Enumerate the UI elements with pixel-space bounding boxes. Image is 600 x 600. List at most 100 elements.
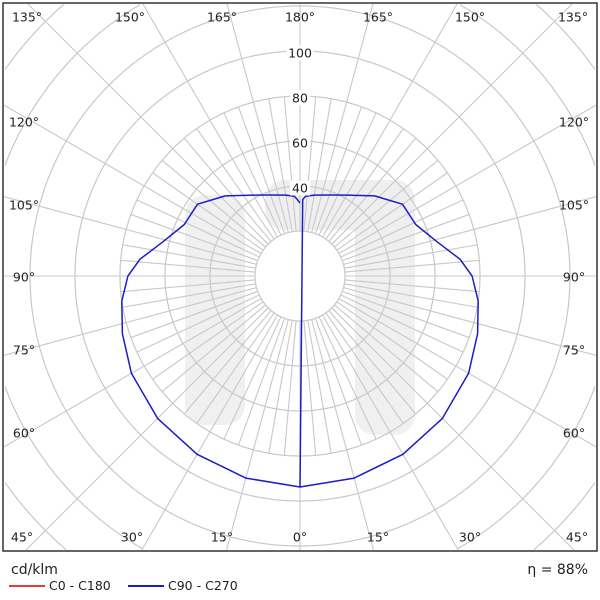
grid-spoke bbox=[25, 307, 269, 551]
grid-spoke bbox=[343, 196, 597, 265]
angle-label: 30° bbox=[120, 529, 144, 545]
grid-spoke bbox=[223, 316, 282, 440]
grid-spoke bbox=[344, 259, 480, 273]
grid-spoke bbox=[141, 314, 278, 551]
grid-spoke bbox=[314, 106, 363, 234]
grid-spoke bbox=[161, 159, 266, 248]
polar-grid bbox=[3, 3, 597, 551]
angle-label: 120° bbox=[558, 114, 590, 130]
grid-spoke bbox=[3, 287, 257, 356]
grid-spoke bbox=[311, 319, 374, 551]
grid-spoke bbox=[344, 283, 478, 308]
grid-spoke bbox=[303, 320, 317, 456]
legend-swatch bbox=[9, 584, 45, 587]
grid-spoke bbox=[122, 244, 256, 269]
grid-spoke bbox=[268, 320, 293, 454]
angle-label: 45° bbox=[565, 529, 589, 545]
grid-spoke bbox=[336, 172, 448, 251]
angle-label: 45° bbox=[10, 529, 34, 545]
angle-label: 135° bbox=[11, 9, 43, 25]
grid-spoke bbox=[325, 312, 404, 424]
grid-spoke bbox=[3, 298, 262, 448]
radial-tick-label: 40 bbox=[290, 180, 310, 196]
grid-spoke bbox=[122, 283, 256, 308]
grid-spoke bbox=[322, 3, 458, 238]
grid-spoke bbox=[334, 304, 439, 393]
angle-label: 135° bbox=[557, 9, 589, 25]
grid-spoke bbox=[318, 112, 377, 236]
grid-spoke bbox=[322, 314, 459, 551]
grid-spoke bbox=[27, 3, 269, 245]
grid-spoke bbox=[342, 290, 470, 339]
grid-spoke bbox=[336, 301, 448, 380]
grid-spoke bbox=[196, 312, 275, 424]
legend-item-c0-c180: C0 - C180 bbox=[9, 578, 111, 593]
angle-label: 150° bbox=[114, 9, 146, 25]
grid-spoke bbox=[223, 112, 282, 236]
grid-spoke bbox=[334, 159, 439, 248]
grid-spoke bbox=[183, 310, 272, 415]
angle-label: 165° bbox=[206, 9, 238, 25]
grid-spoke bbox=[268, 98, 293, 232]
grid-spoke bbox=[136, 294, 260, 353]
grid-spoke bbox=[303, 96, 317, 232]
grid-spoke bbox=[331, 307, 575, 551]
angle-label: 120° bbox=[8, 114, 40, 130]
angle-label: 90° bbox=[12, 269, 36, 285]
angle-label: 180° bbox=[284, 9, 316, 25]
legend-label: C0 - C180 bbox=[49, 578, 111, 593]
grid-spoke bbox=[130, 213, 258, 262]
grid-spoke bbox=[340, 199, 464, 258]
series-curve-c90-c270 bbox=[121, 194, 479, 488]
grid-spoke bbox=[325, 128, 404, 240]
grid-spoke bbox=[183, 137, 272, 242]
grid-spoke bbox=[237, 318, 286, 446]
grid-spoke bbox=[328, 310, 417, 415]
grid-spoke bbox=[338, 298, 597, 448]
radial-tick-label: 100 bbox=[286, 45, 314, 61]
grid-spoke bbox=[120, 259, 256, 273]
grid-spoke bbox=[237, 106, 286, 234]
grid-spoke bbox=[344, 279, 480, 293]
grid-spoke bbox=[283, 320, 297, 456]
grid-spoke bbox=[318, 316, 377, 440]
grid-circle bbox=[4, 3, 596, 551]
grid-spoke bbox=[338, 104, 597, 254]
angle-label: 75° bbox=[562, 342, 586, 358]
grid-spoke bbox=[226, 3, 289, 233]
angle-label: 105° bbox=[8, 197, 40, 213]
legend-item-c90-c270: C90 - C270 bbox=[128, 578, 238, 593]
grid-spoke bbox=[130, 290, 258, 339]
grid-spoke bbox=[120, 279, 256, 293]
legend-swatch bbox=[128, 584, 164, 587]
angle-label: 75° bbox=[12, 342, 36, 358]
angle-label: 30° bbox=[458, 529, 482, 545]
grid-spoke bbox=[142, 3, 278, 238]
legend-label: C90 - C270 bbox=[168, 578, 238, 593]
grid-spoke bbox=[343, 287, 597, 356]
grid-spoke bbox=[307, 98, 332, 232]
radial-tick-label: 80 bbox=[290, 90, 310, 106]
grid-spoke bbox=[342, 213, 470, 262]
efficiency-label: η = 88% bbox=[527, 562, 588, 578]
angle-label: 150° bbox=[454, 9, 486, 25]
angle-label: 0° bbox=[292, 529, 308, 545]
grid-spoke bbox=[283, 96, 297, 232]
grid-spoke bbox=[344, 244, 478, 269]
plot-frame bbox=[2, 2, 598, 552]
grid-spoke bbox=[328, 137, 417, 242]
grid-spoke bbox=[331, 3, 573, 245]
grid-spoke bbox=[340, 294, 464, 353]
grid-spoke bbox=[152, 301, 264, 380]
angle-label: 15° bbox=[366, 529, 390, 545]
angle-label: 60° bbox=[12, 425, 36, 441]
grid-spoke bbox=[314, 318, 363, 446]
grid-spoke bbox=[196, 128, 275, 240]
grid-circle bbox=[254, 230, 346, 322]
unit-label: cd/klm bbox=[11, 562, 58, 578]
angle-label: 105° bbox=[558, 197, 590, 213]
grid-spoke bbox=[307, 320, 332, 454]
radial-tick-label: 60 bbox=[290, 135, 310, 151]
angle-label: 60° bbox=[562, 425, 586, 441]
